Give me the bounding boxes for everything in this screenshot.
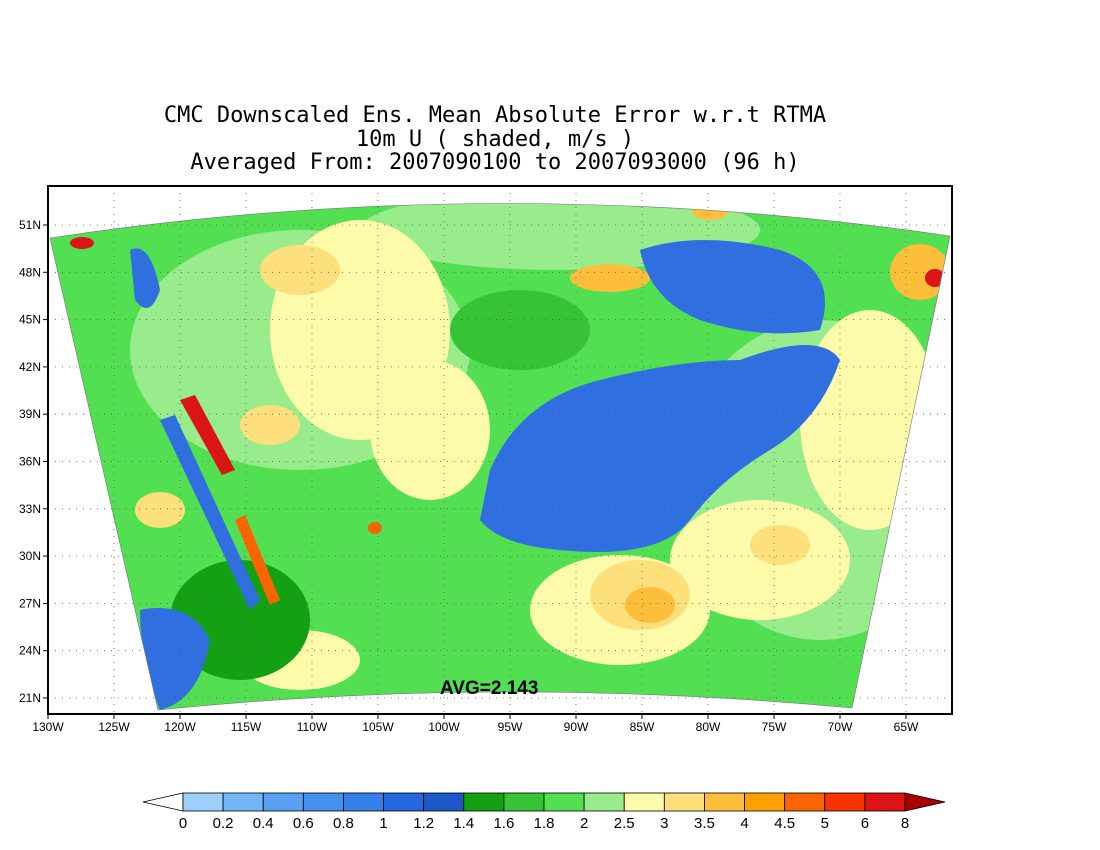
colorbar-under-arrow: [142, 792, 184, 812]
colorbar-label: 1.4: [453, 815, 474, 832]
colorbar-swatch: [583, 792, 625, 812]
colorbar-swatch: [784, 792, 826, 812]
field-orange-atlantic: [750, 525, 810, 565]
field-orange-gulf-core: [625, 587, 675, 623]
map-title-line-1: CMC Downscaled Ens. Mean Absolute Error …: [163, 103, 827, 128]
plot-frame: [47, 185, 953, 715]
colorbar-label: 1.8: [534, 815, 555, 832]
field-red-vancouver: [70, 237, 94, 249]
lon-tick-label: 120W: [164, 720, 196, 734]
colorbar-label: 2: [580, 815, 588, 832]
lon-tick-label: 100W: [428, 720, 460, 734]
field-blue-baja-ocean: [140, 608, 210, 710]
field-blue-coast-band: [160, 415, 260, 610]
field-blue-east: [480, 345, 840, 552]
colorbar-swatch: [663, 792, 705, 812]
colorbar-swatch: [182, 792, 224, 812]
lon-tick-label: 95W: [498, 720, 523, 734]
colorbar-label: 0.2: [213, 815, 234, 832]
lat-tick-label: 42N: [19, 360, 41, 374]
lon-tick-label: 115W: [231, 720, 262, 734]
field-orange-superior: [570, 264, 650, 292]
field-blue-cascades: [130, 248, 160, 308]
average-label: AVG=2.143: [440, 678, 538, 699]
field-red-gaspe: [925, 269, 945, 287]
field-blue-great-lakes: [640, 240, 825, 334]
lon-tick-label: 70W: [828, 720, 853, 734]
lon-tick-label: 90W: [564, 720, 589, 734]
colorbar-swatch: [222, 792, 264, 812]
lon-tick-label: 80W: [696, 720, 721, 734]
colorbar-swatch: [463, 792, 505, 812]
colorbar-label: 3: [660, 815, 668, 832]
map-title-line-3: Averaged From: 2007090100 to 2007093000 …: [190, 150, 800, 175]
colorbar-swatch: [543, 792, 585, 812]
colorbar: 0 0.2 0.4 0.6 0.8 1 1.2 1.4 1.6 1.8 2 2.5 3 3.5 4 4.5 5 6…: [142, 792, 946, 832]
field-orange-montana: [260, 245, 340, 295]
field-orange-utah: [240, 405, 300, 445]
lat-tick-label: 36N: [19, 455, 41, 469]
field-yellow-bahamas: [670, 500, 850, 620]
field-red-baja: [235, 515, 280, 605]
colorbar-swatch: [744, 792, 786, 812]
colorbar-swatch: [864, 792, 906, 812]
lon-tick-label: 105W: [362, 720, 394, 734]
colorbar-label: 6: [861, 815, 869, 832]
lat-tick-label: 24N: [19, 644, 41, 658]
lon-tick-label: 85W: [630, 720, 655, 734]
colorbar-label: 4: [740, 815, 748, 832]
colorbar-swatch: [704, 792, 745, 812]
colorbar-swatch: [343, 792, 384, 812]
colorbar-swatch: [262, 792, 304, 812]
colorbar-label: 0.6: [293, 815, 314, 832]
field-red-texas: [368, 522, 382, 534]
field-green-midwest: [450, 290, 590, 370]
colorbar-label: 2.5: [614, 815, 635, 832]
colorbar-swatch: [824, 792, 866, 812]
colorbar-swatch: [423, 792, 465, 812]
field-orange-ca-coast: [135, 492, 185, 528]
lon-tick-label: 75W: [762, 720, 787, 734]
lat-tick-label: 33N: [19, 502, 41, 516]
colorbar-label: 4.5: [774, 815, 795, 832]
lon-tick-label: 125W: [98, 720, 130, 734]
colorbar-label: 0: [179, 815, 187, 832]
colorbar-label: 5: [821, 815, 829, 832]
lat-tick-label: 27N: [19, 596, 41, 610]
colorbar-swatch: [623, 792, 665, 812]
map-title-line-2: 10m U ( shaded, m/s ): [355, 127, 635, 152]
colorbar-label: 1: [379, 815, 387, 832]
colorbar-label: 3.5: [694, 815, 715, 832]
colorbar-label: 0.4: [253, 815, 274, 832]
colorbar-swatch: [302, 792, 344, 812]
lat-tick-label: 51N: [19, 218, 41, 232]
colorbar-label: 8: [901, 815, 909, 832]
colorbar-over-arrow: [904, 792, 946, 812]
field-red-sierra: [180, 395, 235, 475]
shaded-field: [50, 203, 950, 710]
lat-tick-label: 45N: [19, 313, 41, 327]
colorbar-label: 0.8: [333, 815, 354, 832]
field-yellow-south-plains: [370, 360, 490, 500]
lat-tick-label: 48N: [19, 265, 41, 279]
lat-tick-label: 30N: [19, 549, 41, 563]
colorbar-label: 1.6: [493, 815, 514, 832]
lat-tick-label: 21N: [19, 691, 41, 705]
longitude-axis: 130W 125W 120W 115W 110W 105W 100W 95W 90W 85W 80W…: [32, 714, 919, 734]
lon-tick-label: 65W: [894, 720, 919, 734]
lat-tick-label: 39N: [19, 407, 41, 421]
colorbar-label: 1.2: [413, 815, 434, 832]
lon-tick-label: 130W: [32, 720, 64, 734]
colorbar-swatch: [383, 792, 425, 812]
lon-tick-label: 110W: [297, 720, 328, 734]
latitude-axis: 51N 48N 45N 42N 39N 36N 33N 30N 27N 24N 21N: [19, 218, 48, 705]
domain-outline: [49, 203, 951, 711]
colorbar-swatch: [503, 792, 545, 812]
